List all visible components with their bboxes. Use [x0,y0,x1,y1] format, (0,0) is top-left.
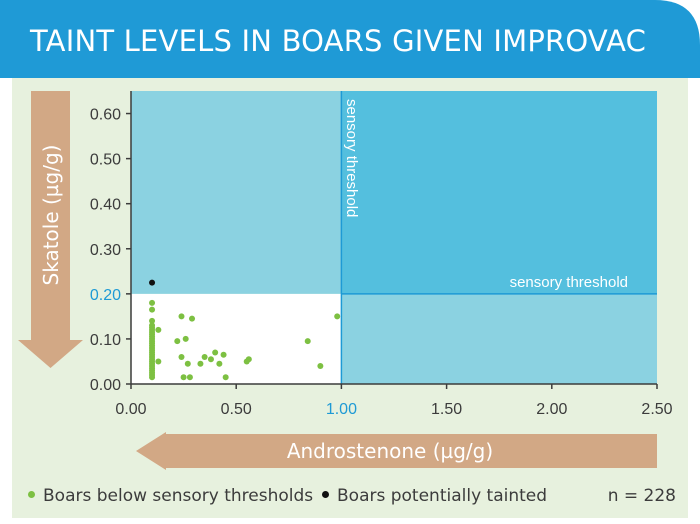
point-below-threshold [155,326,162,333]
point-below-threshold [207,356,214,363]
x-arrow-shape [136,432,657,470]
y-tick-label: 0.30 [90,242,121,259]
point-below-threshold [334,313,341,320]
x-threshold-label: sensory threshold [343,99,360,217]
point-below-threshold [149,299,156,306]
point-below-threshold [189,315,196,322]
point-below-threshold [180,374,187,381]
point-below-threshold [245,356,252,363]
point-below-threshold [216,360,223,367]
y-axis-title: Skatole (µg/g) [39,145,63,286]
y-axis-arrow: Skatole (µg/g) [18,91,83,368]
header-banner [0,0,700,78]
x-tick-label: 0.00 [115,401,146,418]
chart-title: TAINT LEVELS IN BOARS GIVEN IMPROVAC [30,24,647,58]
point-below-threshold [184,360,191,367]
point-below-threshold [149,374,156,381]
x-tick-label: 2.50 [641,401,672,418]
y-tick-label: 0.60 [90,107,121,124]
point-tainted [149,279,156,286]
legend: Boars below sensory thresholds Boars pot… [22,486,686,508]
y-tick-label: 0.20 [90,287,121,304]
y-tick-label: 0.10 [90,332,121,349]
point-below-threshold [197,360,204,367]
region-skatole-high [131,91,342,294]
point-below-threshold [220,351,227,358]
y-threshold-label: sensory threshold [510,274,628,291]
point-below-threshold [149,306,156,313]
x-axis-title: Androstenone (µg/g) [287,439,493,463]
point-below-threshold [174,338,181,345]
point-below-threshold [178,313,185,320]
data-points [149,279,341,381]
x-axis-arrow: Androstenone (µg/g) [136,432,657,470]
legend-item-tainted: Boars potentially tainted [322,486,547,506]
legend-label-below: Boars below sensory thresholds [43,486,314,506]
legend-dot-below-icon [28,490,35,498]
legend-item-below: Boars below sensory thresholds [28,486,313,506]
region-below-thresholds [131,293,342,384]
point-below-threshold [186,374,193,381]
y-tick-label: 0.40 [90,197,121,214]
point-below-threshold [149,317,156,324]
x-tick-label: 0.50 [221,401,252,418]
point-below-threshold [201,353,208,360]
region-androstenone-high [341,91,657,294]
point-below-threshold [182,335,189,342]
y-tick-label: 0.00 [90,377,121,394]
sample-count: n = 228 [607,486,676,506]
point-below-threshold [304,338,311,345]
legend-label-tainted: Boars potentially tainted [337,486,548,506]
point-below-threshold [212,349,219,356]
x-tick-label: 1.00 [326,401,357,418]
header-shape [0,0,700,78]
y-arrow-shape [18,91,83,368]
point-below-threshold [178,353,185,360]
y-tick-label: 0.50 [90,152,121,169]
point-below-threshold [317,362,324,369]
x-tick-label: 1.50 [431,401,462,418]
axis-ticks: 0.00 0.50 1.00 1.50 2.00 2.50 0.00 0.10 0.20 0.30… [90,107,673,418]
legend-dot-tainted-icon [322,490,329,498]
x-tick-label: 2.00 [536,401,567,418]
point-below-threshold [222,374,229,381]
point-below-threshold [155,358,162,365]
region-both-high [341,293,657,384]
